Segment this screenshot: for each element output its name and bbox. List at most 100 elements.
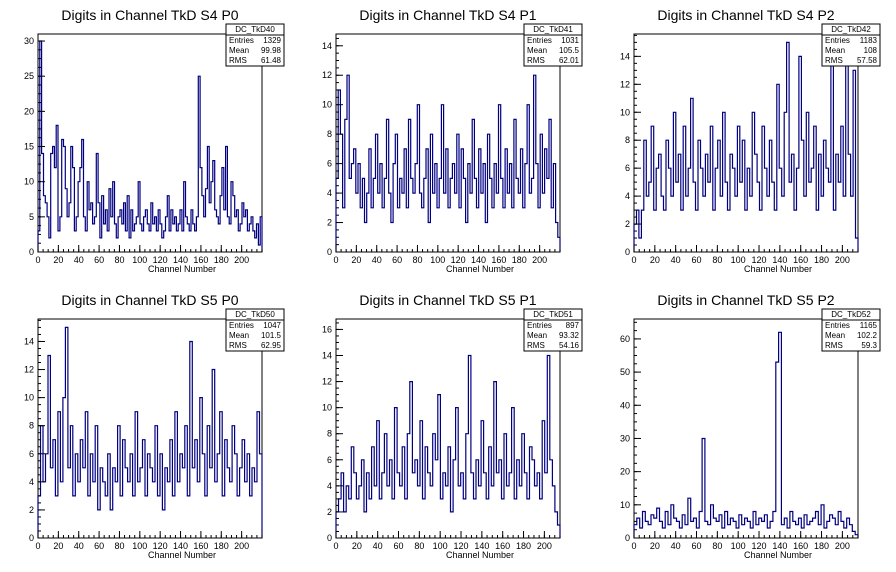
y-tick-label: 10 <box>620 500 630 510</box>
stats-box-frame <box>821 23 881 67</box>
stats-value: 101.5 <box>261 331 282 340</box>
stats-name: DC_TkD40 <box>235 25 275 34</box>
y-tick-label: 50 <box>620 367 630 377</box>
x-tick-label: 160 <box>793 255 808 265</box>
y-tick-label: 0 <box>625 533 630 543</box>
y-tick-label: 6 <box>29 449 34 459</box>
x-tick-label: 100 <box>132 255 147 265</box>
stats-box-frame <box>225 23 285 67</box>
stats-label: Mean <box>825 331 845 340</box>
y-tick-label: 8 <box>29 421 34 431</box>
y-tick-label: 4 <box>625 191 630 201</box>
x-tick-label: 80 <box>712 255 722 265</box>
x-tick-label: 60 <box>394 541 404 551</box>
x-tick-label: 200 <box>835 541 850 551</box>
y-tick-label: 0 <box>29 247 34 257</box>
plot-title: Digits in Channel TkD S4 P1 <box>359 7 536 23</box>
x-tick-label: 20 <box>352 541 362 551</box>
y-tick-label: 0 <box>29 533 34 543</box>
histogram-line <box>633 331 859 538</box>
x-tick-label: 60 <box>94 255 104 265</box>
x-tick-label: 0 <box>333 255 338 265</box>
x-tick-label: 180 <box>516 541 531 551</box>
stats-value: 93.32 <box>559 331 580 340</box>
x-tick-label: 200 <box>234 541 249 551</box>
x-tick-label: 180 <box>512 255 527 265</box>
stats-label: Mean <box>527 46 547 55</box>
x-tick-label: 20 <box>351 255 361 265</box>
y-tick-label: 2 <box>327 218 332 228</box>
plot-panel: Digits in Channel TkD S5 P00 20 40 60 80 100 1… <box>24 292 285 560</box>
x-tick-label: 60 <box>692 255 702 265</box>
x-tick-label: 20 <box>650 255 660 265</box>
histogram-line <box>335 354 561 538</box>
x-axis-label: Channel Number <box>744 550 812 560</box>
stats-label: Entries <box>527 36 552 45</box>
stats-label: Mean <box>825 46 845 55</box>
x-tick-label: 200 <box>234 255 249 265</box>
histogram-line <box>37 40 263 252</box>
y-tick-label: 30 <box>24 36 34 46</box>
x-tick-label: 40 <box>74 541 84 551</box>
stats-value: 61.48 <box>261 56 282 65</box>
y-tick-label: 10 <box>24 393 34 403</box>
stats-box-frame <box>523 308 583 352</box>
stats-value: 105.5 <box>559 46 580 55</box>
y-tick-label: 10 <box>322 100 332 110</box>
plot-title: Digits in Channel TkD S5 P0 <box>61 292 238 308</box>
y-tick-label: 12 <box>322 70 332 80</box>
plot-frame <box>633 318 859 539</box>
histogram-line <box>335 74 561 252</box>
x-tick-label: 120 <box>153 541 168 551</box>
stats-name: DC_TkD42 <box>831 25 871 34</box>
x-tick-label: 120 <box>153 255 168 265</box>
y-tick-label: 12 <box>620 79 630 89</box>
y-tick-label: 8 <box>327 429 332 439</box>
y-tick-label: 8 <box>625 135 630 145</box>
y-tick-label: 25 <box>24 71 34 81</box>
x-tick-label: 120 <box>752 541 767 551</box>
x-tick-label: 0 <box>35 541 40 551</box>
y-tick-label: 10 <box>322 403 332 413</box>
stats-value: 1165 <box>860 321 878 330</box>
y-tick-label: 6 <box>327 159 332 169</box>
stats-label: RMS <box>229 56 247 65</box>
plot-frame <box>633 33 859 253</box>
x-axis-label: Channel Number <box>446 264 514 274</box>
x-tick-label: 180 <box>214 541 229 551</box>
x-tick-label: 80 <box>414 541 424 551</box>
y-tick-label: 14 <box>322 41 332 51</box>
stats-name: DC_TkD41 <box>533 25 573 34</box>
y-tick-label: 0 <box>327 533 332 543</box>
y-tick-label: 5 <box>29 212 34 222</box>
x-tick-label: 80 <box>412 255 422 265</box>
y-tick-label: 2 <box>625 219 630 229</box>
x-tick-label: 100 <box>132 541 147 551</box>
plot-frame <box>37 318 263 539</box>
y-tick-label: 16 <box>322 324 332 334</box>
x-tick-label: 60 <box>392 255 402 265</box>
x-tick-label: 160 <box>495 541 510 551</box>
stats-label: RMS <box>527 341 545 350</box>
x-tick-label: 40 <box>74 255 84 265</box>
y-tick-label: 14 <box>322 351 332 361</box>
stats-value: 1329 <box>263 36 281 45</box>
histogram-line <box>633 41 859 252</box>
stats-box-frame <box>225 308 285 352</box>
x-tick-label: 0 <box>631 255 636 265</box>
plot-panel: Digits in Channel TkD S4 P10 20 40 60 80 100 1… <box>322 7 583 274</box>
x-tick-label: 200 <box>532 255 547 265</box>
y-tick-label: 60 <box>620 334 630 344</box>
x-tick-label: 40 <box>671 255 681 265</box>
x-axis-label: Channel Number <box>148 264 216 274</box>
y-tick-label: 4 <box>327 481 332 491</box>
stats-value: 99.98 <box>261 46 282 55</box>
x-tick-label: 140 <box>772 541 787 551</box>
stats-box: DC_TkD41 Entries 1031 Mean 105.5 RMS 62.01 <box>523 23 583 67</box>
y-tick-label: 12 <box>24 365 34 375</box>
y-tick-label: 12 <box>322 377 332 387</box>
stats-label: Entries <box>825 321 850 330</box>
y-tick-label: 4 <box>327 188 332 198</box>
stats-value: 1047 <box>263 321 281 330</box>
